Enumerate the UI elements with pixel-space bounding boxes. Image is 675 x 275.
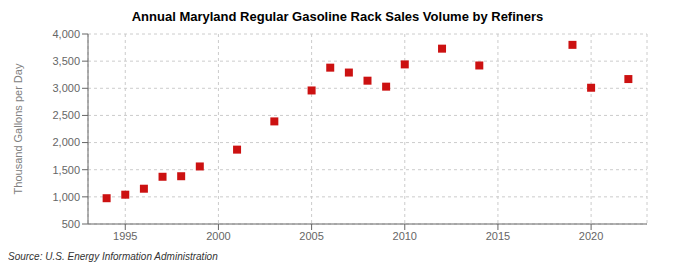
svg-text:2,000: 2,000	[52, 136, 80, 148]
svg-text:500: 500	[62, 218, 80, 230]
svg-text:2000: 2000	[206, 230, 230, 242]
svg-text:2015: 2015	[486, 230, 510, 242]
html-text:Annual Maryland Regular Gasoli: Annual Maryland Regular Gasoline Rack Sa…	[131, 9, 544, 24]
svg-text:1,500: 1,500	[52, 164, 80, 176]
svg-text:3,500: 3,500	[52, 55, 80, 67]
svg-text:2020: 2020	[579, 230, 603, 242]
svg-text:2005: 2005	[299, 230, 323, 242]
svg-text:4,000: 4,000	[52, 28, 80, 40]
html-text:Source: U.S. Energy Informatio: Source: U.S. Energy Information Administ…	[8, 251, 218, 262]
svg-text:2,500: 2,500	[52, 109, 80, 121]
svg-text:Thousand Gallons per Day: Thousand Gallons per Day	[12, 63, 24, 194]
svg-text:3,000: 3,000	[52, 82, 80, 94]
svg-text:2010: 2010	[393, 230, 417, 242]
svg-text:1995: 1995	[113, 230, 137, 242]
svg-text:1,000: 1,000	[52, 191, 80, 203]
